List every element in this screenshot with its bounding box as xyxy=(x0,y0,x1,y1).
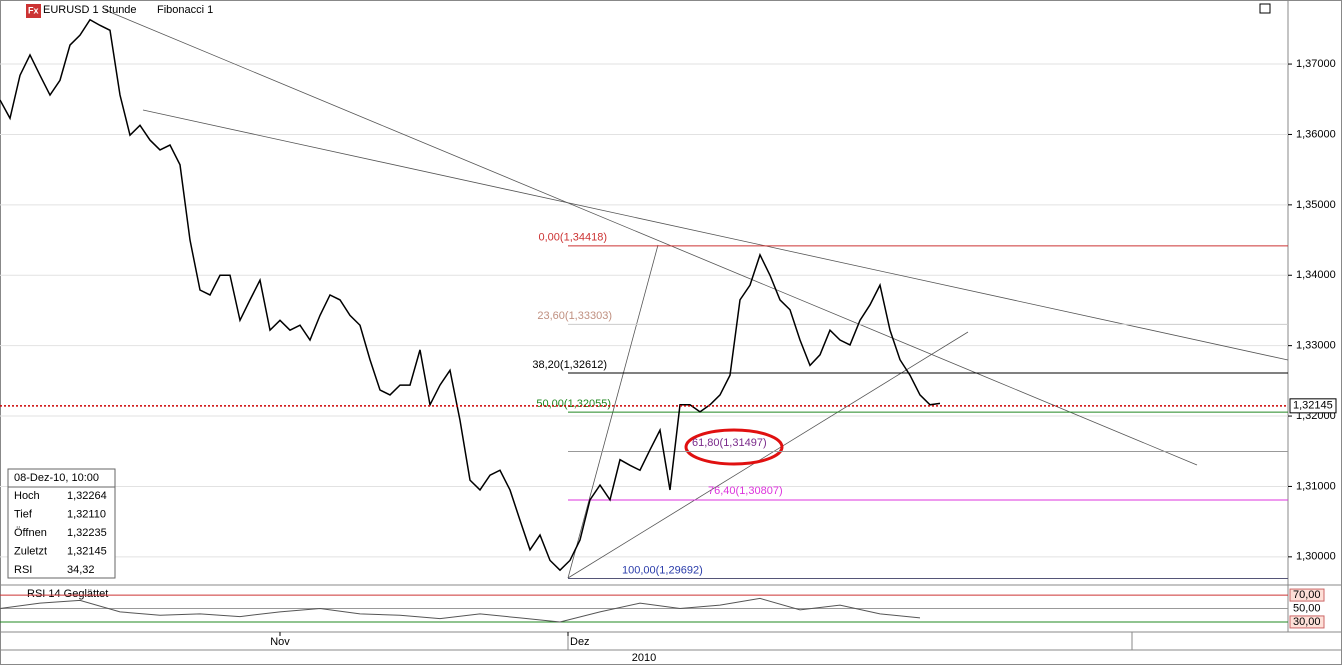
info-value: 1,32264 xyxy=(67,490,107,502)
y-tick-label: 1,33000 xyxy=(1296,340,1336,352)
trendline xyxy=(567,244,659,579)
fib-label: 38,20(1,32612) xyxy=(532,359,607,371)
indicator-title[interactable]: Fibonacci 1 xyxy=(157,4,213,16)
trendline xyxy=(567,331,969,579)
year-label: 2010 xyxy=(632,652,656,664)
rsi-label-box xyxy=(1289,615,1325,629)
x-tick-label: Nov xyxy=(270,636,290,648)
fx-icon xyxy=(26,4,41,18)
y-tick-label: 1,30000 xyxy=(1296,551,1336,563)
info-value: 1,32235 xyxy=(67,527,107,539)
fib-label: 61,80(1,31497) xyxy=(692,437,767,449)
y-tick-label: 1,31000 xyxy=(1296,480,1336,492)
y-tick-label: 1,37000 xyxy=(1296,58,1336,70)
trendline xyxy=(104,9,1198,466)
fib-label: 76,40(1,30807) xyxy=(708,485,783,497)
info-value: 1,32110 xyxy=(67,508,106,520)
trendlines xyxy=(104,9,1289,579)
rsi-tick-label: 70,00 xyxy=(1293,589,1321,601)
maximize-button[interactable] xyxy=(1259,3,1271,14)
info-key: Hoch xyxy=(14,490,40,502)
info-key: Zuletzt xyxy=(14,545,47,557)
info-key: Tief xyxy=(14,508,33,520)
fib-label: 100,00(1,29692) xyxy=(622,564,703,576)
info-value: 34,32 xyxy=(67,564,95,576)
rsi-tick-label: 50,00 xyxy=(1293,602,1321,614)
info-key: RSI xyxy=(14,564,32,576)
last-price-label: 1,32145 xyxy=(1293,400,1333,412)
fib-label: 0,00(1,34418) xyxy=(539,232,608,244)
fib-label: 23,60(1,33303) xyxy=(537,310,612,322)
x-tick-label: Dez xyxy=(570,636,590,648)
info-box xyxy=(7,468,116,579)
last-price-box xyxy=(1289,398,1337,414)
info-key: Öffnen xyxy=(14,527,47,539)
price-line xyxy=(0,18,941,572)
trendline xyxy=(142,109,1289,361)
highlight-ellipse xyxy=(684,428,784,466)
info-value: 1,32145 xyxy=(67,545,107,557)
symbol-title[interactable]: EURUSD 1 Stunde xyxy=(43,4,137,16)
y-tick-label: 1,34000 xyxy=(1296,269,1336,281)
rsi-label-box xyxy=(1289,588,1325,602)
y-tick-label: 1,36000 xyxy=(1296,128,1336,140)
rsi-title[interactable]: RSI 14 Geglättet xyxy=(27,588,108,600)
rsi-tick-label: 30,00 xyxy=(1293,616,1321,628)
rsi-label-box xyxy=(1290,602,1324,615)
rsi-line xyxy=(0,597,921,623)
info-header: 08-Dez-10, 10:00 xyxy=(14,472,99,484)
fib-label: 50,00(1,32055) xyxy=(536,398,611,410)
fx-icon-text: Fx xyxy=(28,5,39,15)
y-tick-label: 1,35000 xyxy=(1296,199,1336,211)
